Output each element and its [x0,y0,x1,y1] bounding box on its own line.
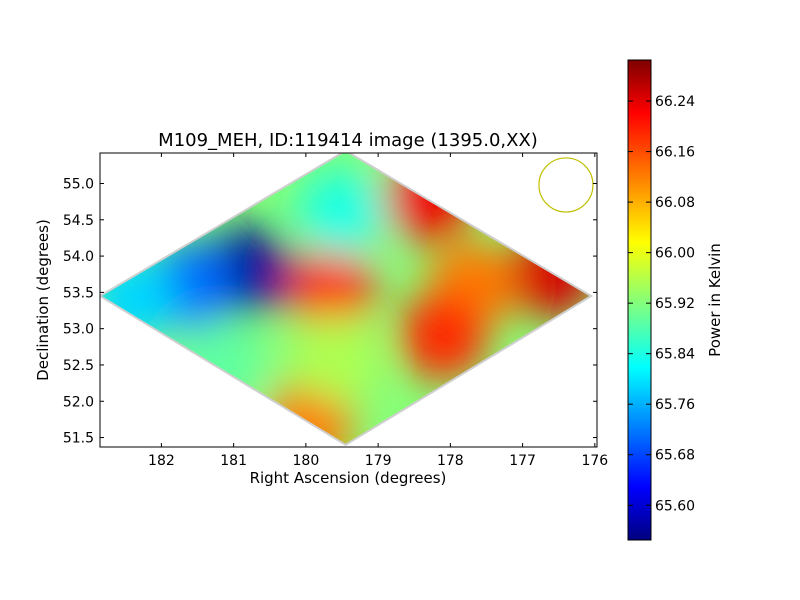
x-tick-label: 178 [437,453,464,469]
heatmap-feature-high-2 [384,154,473,242]
x-tick-label: 181 [220,453,247,469]
y-tick-label: 52.0 [63,394,94,410]
x-tick-label: 179 [365,453,392,469]
axes-frame [99,152,598,448]
colorbar-tick-label: 66.16 [655,145,695,161]
y-tick-label: 54.0 [63,249,94,265]
heatmap-area [100,153,594,446]
chart-title: M109_MEH, ID:119414 image (1395.0,XX) [158,130,538,151]
colorbar [627,59,652,541]
y-axis-label: Declination (degrees) [34,219,52,381]
y-axis: 51.5 52.0 52.5 53.0 53.5 54.0 54.5 55.0 [63,176,597,447]
footprint-edge [100,153,594,446]
heatmap-feature-mid-10 [100,255,177,344]
y-tick-label: 54.5 [63,213,94,229]
heatmap-feature-high-6 [287,244,376,333]
heatmap-feature-high-5 [399,291,488,380]
y-tick-label: 51.5 [63,431,94,447]
x-tick-label: 182 [148,453,175,469]
colorbar-tick-label: 65.84 [655,347,695,363]
colorbar-tick-label: 65.60 [655,498,695,514]
x-tick-label: 180 [293,453,320,469]
x-axis-label: Right Ascension (degrees) [250,469,447,487]
x-axis: 182 181 180 179 178 177 176 [148,153,608,469]
colorbar-tick-label: 66.00 [655,246,695,262]
colorbar-axis: 65.60 65.68 65.76 65.84 65.92 66.00 66.08 66.16… [628,94,695,514]
heatmap-feature-high-3 [507,230,592,319]
colorbar-label: Power in Kelvin [706,243,724,357]
y-tick-label: 53.5 [63,285,94,301]
y-tick-label: 53.0 [63,322,94,338]
heatmap-feature-mid-9 [290,313,379,402]
x-tick-label: 177 [509,453,536,469]
colorbar-tick-label: 66.24 [655,94,695,110]
colorbar-tick-label: 65.92 [655,296,695,312]
heatmap-feature-mid-11 [175,321,264,409]
beam-circle [538,157,594,213]
y-tick-label: 55.0 [63,176,94,192]
x-tick-label: 176 [581,453,608,469]
colorbar-tick-label: 66.08 [655,195,695,211]
colorbar-tick-label: 65.68 [655,448,695,464]
heatmap-feature-mid-8 [298,168,386,257]
colorbar-tick-label: 65.76 [655,397,695,413]
y-tick-label: 52.5 [63,358,94,374]
